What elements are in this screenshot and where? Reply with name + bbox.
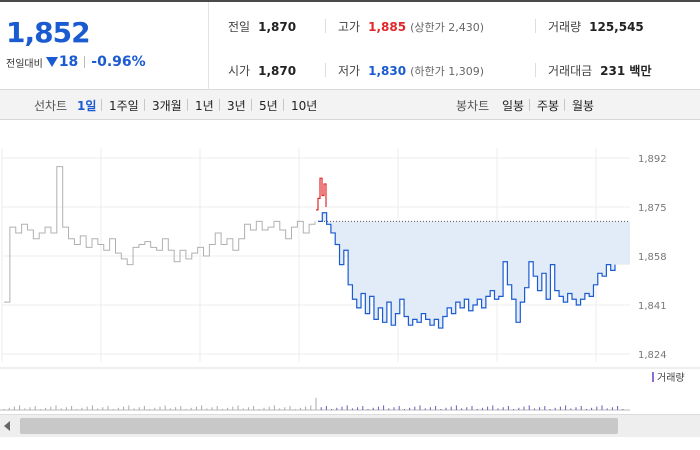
scroll-left-arrow-icon[interactable]: [4, 421, 10, 431]
period-1w[interactable]: 1주일: [109, 99, 139, 113]
divider: [187, 99, 188, 111]
change-amount: 18: [58, 54, 79, 70]
chart-toolbar: 선차트 1일 1주일 3개월 1년 3년 5년 10년 봉차트 일봉 주봉 월봉: [0, 90, 700, 120]
period-3m[interactable]: 3개월: [152, 99, 182, 113]
upper-limit: (상한가 2,430): [410, 20, 484, 34]
volume-panel: [0, 367, 700, 411]
divider: [144, 99, 145, 111]
period-1y[interactable]: 1년: [195, 99, 214, 113]
y-tick-label: 1,875: [638, 203, 667, 214]
divider: [101, 99, 102, 111]
stat-label: 거래량: [548, 20, 582, 34]
stat-value: 1,830: [368, 63, 407, 78]
divider: [84, 56, 86, 68]
change-rate: -0.96%: [91, 54, 146, 70]
period-10y[interactable]: 10년: [291, 99, 318, 113]
divider: [219, 99, 220, 111]
change-row: 전일대비 18 -0.96%: [6, 54, 146, 70]
down-arrow-icon: [45, 57, 58, 67]
candle-chart-label: 봉차트: [456, 99, 490, 113]
volume-legend-label: 거래량: [657, 372, 685, 384]
current-price: 1,852: [6, 16, 91, 49]
stats-panel: 전일 1,870 시가 1,870 고가 1,885 (상한가 2,430) 저…: [210, 2, 700, 90]
series-above-prev-close: [316, 177, 327, 211]
period-5y[interactable]: 5년: [259, 99, 278, 113]
candle-daily[interactable]: 일봉: [502, 99, 525, 113]
divider: [251, 99, 252, 111]
divider: [535, 63, 536, 77]
below-prev-close-fill: [318, 212, 630, 329]
series-previous-day: [4, 166, 316, 303]
current-price-box: 1,852 전일대비 18 -0.96%: [0, 2, 209, 90]
stat-label: 시가: [228, 64, 251, 78]
candle-weekly[interactable]: 주봉: [537, 99, 560, 113]
price-header: 1,852 전일대비 18 -0.96% 전일 1,870 시가 1,870 고…: [0, 0, 700, 90]
candle-monthly[interactable]: 월봉: [572, 99, 595, 113]
stat-value: 231 백만: [600, 64, 652, 78]
stat-label: 저가: [338, 64, 361, 78]
stat-label: 고가: [338, 20, 361, 34]
divider: [535, 19, 536, 33]
y-tick-label: 1,892: [638, 154, 667, 165]
lower-limit: (하한가 1,309): [410, 64, 484, 78]
stat-label: 전일: [228, 20, 251, 34]
y-tick-label: 1,841: [638, 301, 667, 312]
price-chart: 1,892 1,875 1,858 1,841 1,824 거래량: [0, 148, 700, 411]
stat-value: 1,870: [258, 19, 297, 34]
stat-high: 고가 1,885 (상한가 2,430): [338, 18, 484, 35]
stat-prev-close: 전일 1,870: [228, 18, 296, 35]
series-today: [318, 212, 616, 329]
period-3y[interactable]: 3년: [227, 99, 246, 113]
y-tick-label: 1,824: [638, 350, 667, 361]
stat-label: 거래대금: [548, 64, 593, 78]
stat-volume: 거래량 125,545: [548, 18, 644, 35]
stat-value: 125,545: [589, 19, 644, 34]
stat-open: 시가 1,870: [228, 62, 296, 79]
divider: [325, 19, 326, 33]
volume-legend-swatch: [652, 372, 654, 382]
stat-low: 저가 1,830 (하한가 1,309): [338, 62, 484, 79]
divider: [529, 99, 530, 111]
line-chart-label: 선차트: [34, 99, 68, 113]
divider: [564, 99, 565, 111]
y-axis-ticks: 1,892 1,875 1,858 1,841 1,824: [638, 154, 667, 361]
divider: [283, 99, 284, 111]
divider: [325, 63, 326, 77]
scrollbar-thumb[interactable]: [20, 418, 618, 434]
period-1d[interactable]: 1일: [77, 99, 97, 113]
change-label: 전일대비: [6, 58, 43, 70]
horizontal-scrollbar[interactable]: [0, 414, 700, 437]
y-tick-label: 1,858: [638, 252, 667, 263]
stat-value: 1,870: [258, 63, 297, 78]
stat-turnover: 거래대금 231 백만: [548, 62, 651, 79]
stat-value: 1,885: [368, 19, 407, 34]
